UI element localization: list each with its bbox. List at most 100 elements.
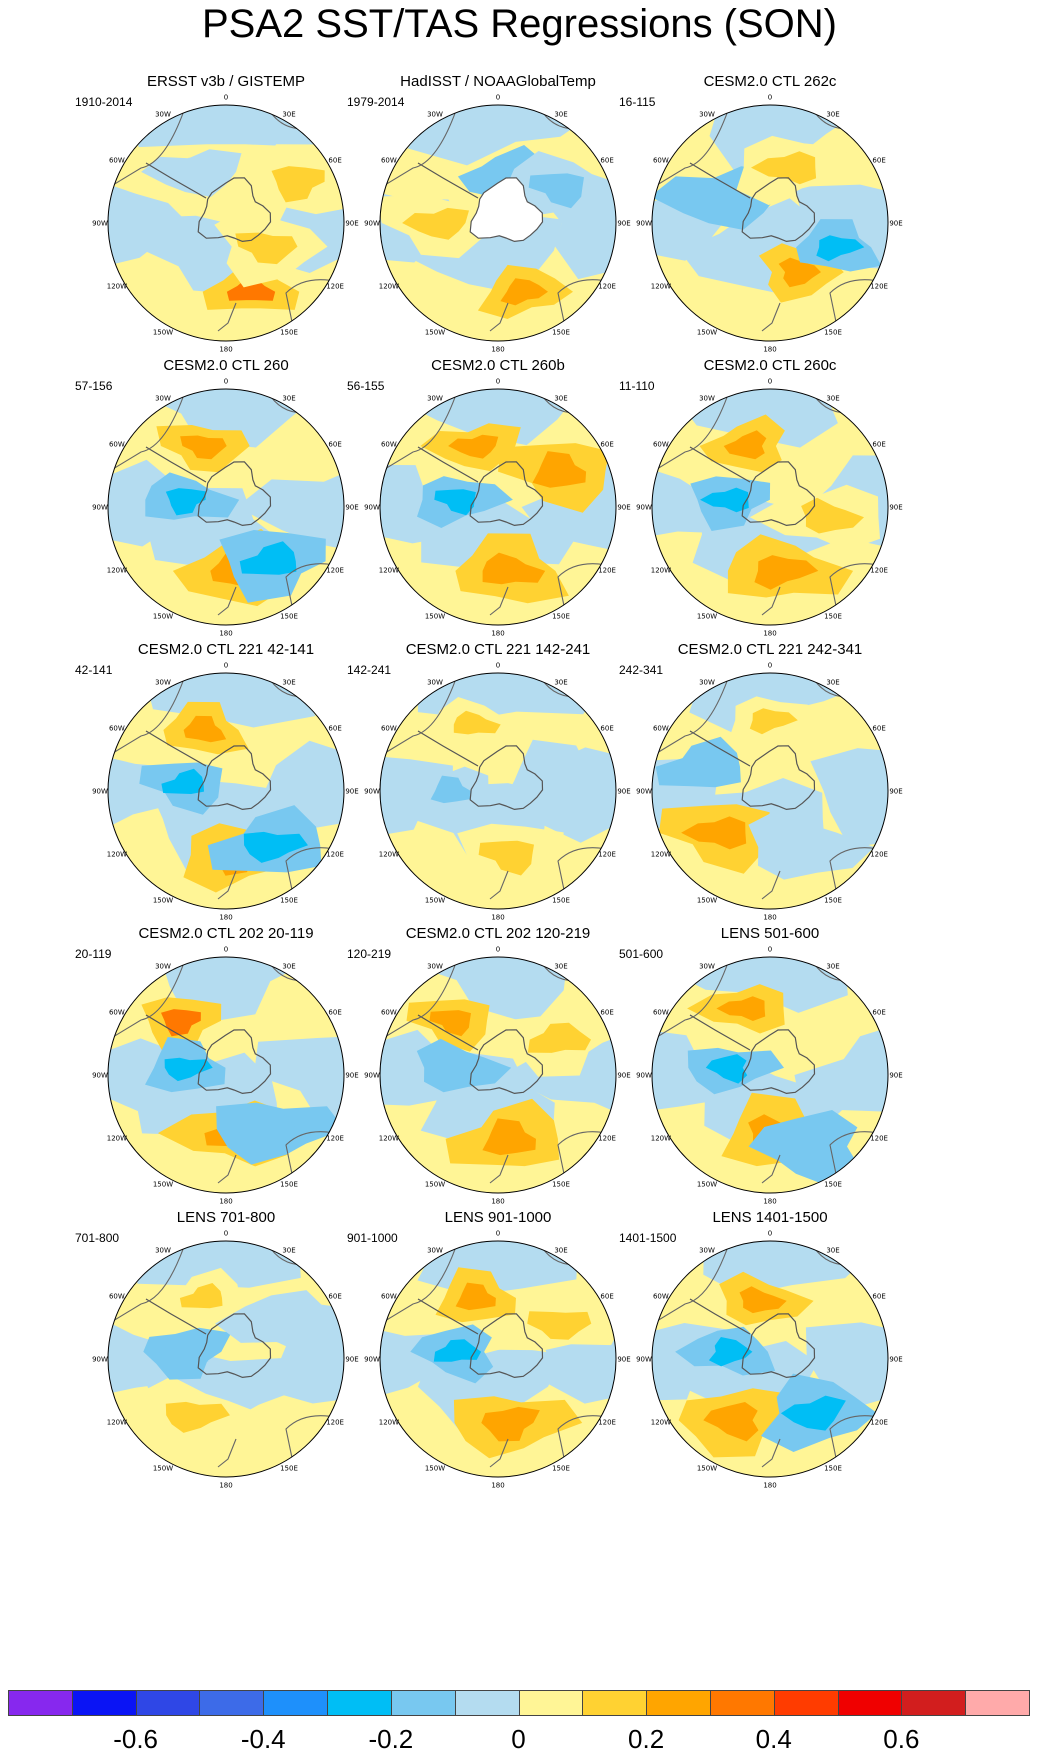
longitude-label: 150E: [280, 613, 298, 621]
map-panel-ctl-221-142-241: CESM2.0 CTL 221 142-241 142-241 0 30E 60E 9…: [347, 641, 648, 941]
longitude-label: 30W: [699, 110, 715, 118]
longitude-label: 150E: [552, 897, 570, 905]
longitude-label: 30W: [699, 394, 715, 402]
longitude-label: 60E: [328, 157, 341, 165]
longitude-label: 90E: [889, 220, 902, 228]
longitude-label: 120E: [870, 567, 888, 575]
antarctic-peninsula-coastline: [689, 162, 751, 199]
polar-map: 0 30E 60E 90E 120E 150E 180 150W 120W 90W 60W 30W: [364, 662, 631, 922]
panel-title: LENS 701-800: [176, 1209, 276, 1226]
field-band: [387, 389, 588, 446]
antarctic-peninsula-coastline: [417, 1014, 479, 1051]
longitude-label: 120W: [107, 567, 127, 575]
longitude-label: 60W: [381, 1293, 397, 1301]
new-zealand-coastline: [489, 1438, 509, 1468]
field-band: [417, 673, 606, 719]
longitude-label: 120W: [651, 567, 671, 575]
anomaly-core: [700, 487, 749, 513]
map-border: [379, 388, 617, 626]
panel-years: 142-241: [347, 663, 392, 677]
anomaly-core: [433, 1339, 482, 1362]
longitude-label: 90E: [889, 1072, 902, 1080]
panel-title: CESM2.0 CTL 260: [163, 357, 289, 374]
anomaly-core: [500, 278, 548, 306]
colorbar-swatch: [71, 1690, 137, 1716]
longitude-label: 30E: [554, 394, 567, 402]
panel-years: 56-155: [347, 379, 385, 393]
panel-title: CESM2.0 CTL 221 142-241: [405, 641, 591, 658]
antarctic-peninsula-coastline: [417, 446, 479, 483]
longitude-label: 150E: [824, 1465, 842, 1473]
south-america-coastline: [380, 673, 459, 757]
field-band: [108, 179, 188, 269]
anomaly-core: [527, 1311, 592, 1340]
map-border: [651, 388, 889, 626]
anomaly-core: [164, 1057, 213, 1082]
longitude-label: 150E: [280, 1181, 298, 1189]
longitude-label: 90E: [617, 1072, 630, 1080]
antarctic-peninsula-coastline: [417, 162, 479, 199]
new-zealand-coastline: [489, 302, 509, 332]
field-band: [380, 755, 453, 838]
longitude-label: 0: [496, 662, 500, 670]
longitude-label: 30W: [155, 1246, 171, 1254]
map-panel-ctl-221-42-141: CESM2.0 CTL 221 42-141 42-141 0 30E 60E 90E…: [75, 641, 376, 941]
longitude-label: 120W: [379, 1419, 399, 1427]
longitude-label: 180: [763, 346, 776, 354]
longitude-label: 30W: [155, 962, 171, 970]
longitude-label: 0: [496, 94, 500, 102]
field-band: [380, 1029, 448, 1106]
panel-title: CESM2.0 CTL 202 120-219: [405, 925, 591, 942]
field-band: [652, 957, 848, 1013]
anomaly-core: [478, 840, 534, 876]
longitude-label: 60E: [872, 441, 885, 449]
polar-map: 0 30E 60E 90E 120E 150E 180 150W 120W 90W 60W 30W: [636, 946, 903, 1206]
antarctic-peninsula-coastline: [145, 446, 207, 483]
panel-title: CESM2.0 CTL 221 42-141: [137, 641, 315, 658]
map-panel-ctl-260b: CESM2.0 CTL 260b 56-155 0 30E 60E 90E 120E 15…: [347, 357, 648, 657]
longitude-label: 150W: [425, 329, 445, 337]
longitude-label: 60W: [109, 1009, 125, 1017]
longitude-label: 150E: [280, 897, 298, 905]
antarctic-peninsula-coastline: [145, 162, 207, 199]
longitude-label: 0: [224, 1230, 228, 1238]
longitude-label: 30W: [427, 1246, 443, 1254]
longitude-label: 120E: [326, 1419, 344, 1427]
anomaly-core: [176, 157, 219, 184]
panel-years: 57-156: [75, 379, 113, 393]
antarctica-coastline: [469, 1313, 544, 1379]
panel-years: 1979-2014: [347, 95, 405, 109]
anomaly-core: [402, 207, 469, 240]
colorbar-swatch: [390, 1690, 456, 1716]
colorbar-tick-label: -0.4: [240, 1724, 286, 1754]
polar-map: 0 30E 60E 90E 120E 150E 180 150W 120W 90W 60W 30W: [636, 94, 903, 354]
longitude-label: 60E: [328, 725, 341, 733]
anomaly-core: [739, 1286, 787, 1314]
longitude-label: 150E: [824, 1181, 842, 1189]
longitude-label: 90W: [364, 504, 380, 512]
polar-map: 0 30E 60E 90E 120E 150E 180 150W 120W 90W 60W 30W: [92, 662, 359, 922]
longitude-label: 30E: [826, 962, 839, 970]
anomaly-core: [681, 816, 747, 850]
polar-map: 0 30E 60E 90E 120E 150E 180 150W 120W 90W 60W 30W: [364, 1230, 631, 1490]
longitude-label: 30E: [826, 1246, 839, 1254]
longitude-label: 150W: [425, 1465, 445, 1473]
polar-map: 0 30E 60E 90E 120E 150E 180 150W 120W 90W 60W 30W: [636, 378, 903, 638]
new-zealand-coastline: [217, 302, 237, 332]
field-band: [652, 1028, 724, 1112]
longitude-label: 150W: [697, 329, 717, 337]
longitude-label: 150W: [153, 329, 173, 337]
anomaly-core: [532, 451, 587, 488]
panel-years: 11-110: [619, 379, 655, 393]
longitude-label: 120E: [326, 1135, 344, 1143]
longitude-label: 120E: [598, 567, 616, 575]
colorbar-tick-label: 0.4: [755, 1724, 792, 1754]
panel-years: 120-219: [347, 947, 392, 961]
longitude-label: 90W: [92, 220, 108, 228]
longitude-label: 90E: [345, 788, 358, 796]
polar-map: 0 30E 60E 90E 120E 150E 180 150W 120W 90W 60W 30W: [636, 1230, 903, 1490]
colorbar-swatch: [965, 1690, 1030, 1716]
longitude-label: 180: [219, 914, 232, 922]
anomaly-core: [754, 555, 819, 590]
anomaly-core: [165, 1401, 230, 1433]
